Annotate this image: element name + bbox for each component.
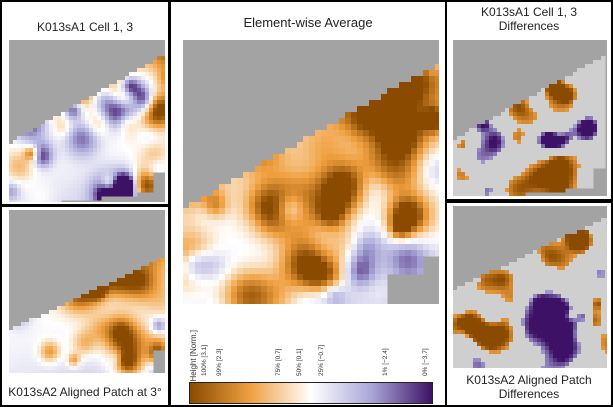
panel-k013sa2-differences: K013sA2 Aligned Patch Differences xyxy=(447,203,611,405)
colorbar-tick-label: 75% [0.7] xyxy=(275,348,282,376)
panel-title: K013sA1 Cell 1, 3 xyxy=(480,5,578,19)
difference-map-k013sa1 xyxy=(453,40,607,196)
panel-title: K013sA2 Aligned Patch at 3° xyxy=(8,385,162,399)
difference-map-k013sa2 xyxy=(453,206,607,368)
colorbar-tick-label: 100% [3.1] xyxy=(201,344,208,376)
panel-k013sa1-differences: K013sA1 Cell 1, 3 Differences xyxy=(447,2,611,199)
colorbar-gradient xyxy=(189,382,433,404)
panel-title: Element-wise Average xyxy=(243,15,373,30)
panel-title: Differences xyxy=(498,387,560,401)
panel-title: K013sA2 Aligned Patch xyxy=(466,373,592,387)
height-map-k013sa2 xyxy=(9,210,165,373)
colorbar-tick-label: 99% [2.3] xyxy=(216,348,223,376)
colorbar: Rel. Height [Norm.] 100% [3.1] 99% [2.3]… xyxy=(189,310,445,405)
colorbar-tick-label: 1% [−2.4] xyxy=(382,348,389,376)
colorbar-tick-label: 50% [0.1] xyxy=(296,348,303,376)
height-map-average xyxy=(183,40,439,304)
panel-k013sa1-cell: K013sA1 Cell 1, 3 xyxy=(2,2,168,204)
height-map-k013sa1 xyxy=(9,40,165,202)
panel-k013sa2-aligned: K013sA2 Aligned Patch at 3° xyxy=(2,207,168,405)
panel-title: Differences xyxy=(498,19,560,33)
panel-element-wise-average: Element-wise Average Rel. Height [Norm.]… xyxy=(171,2,445,405)
colorbar-tick-label: 0% [−3.7] xyxy=(422,348,429,376)
panel-title: K013sA1 Cell 1, 3 xyxy=(36,20,134,34)
colorbar-tick-label: 25% [−0.7] xyxy=(318,344,325,376)
